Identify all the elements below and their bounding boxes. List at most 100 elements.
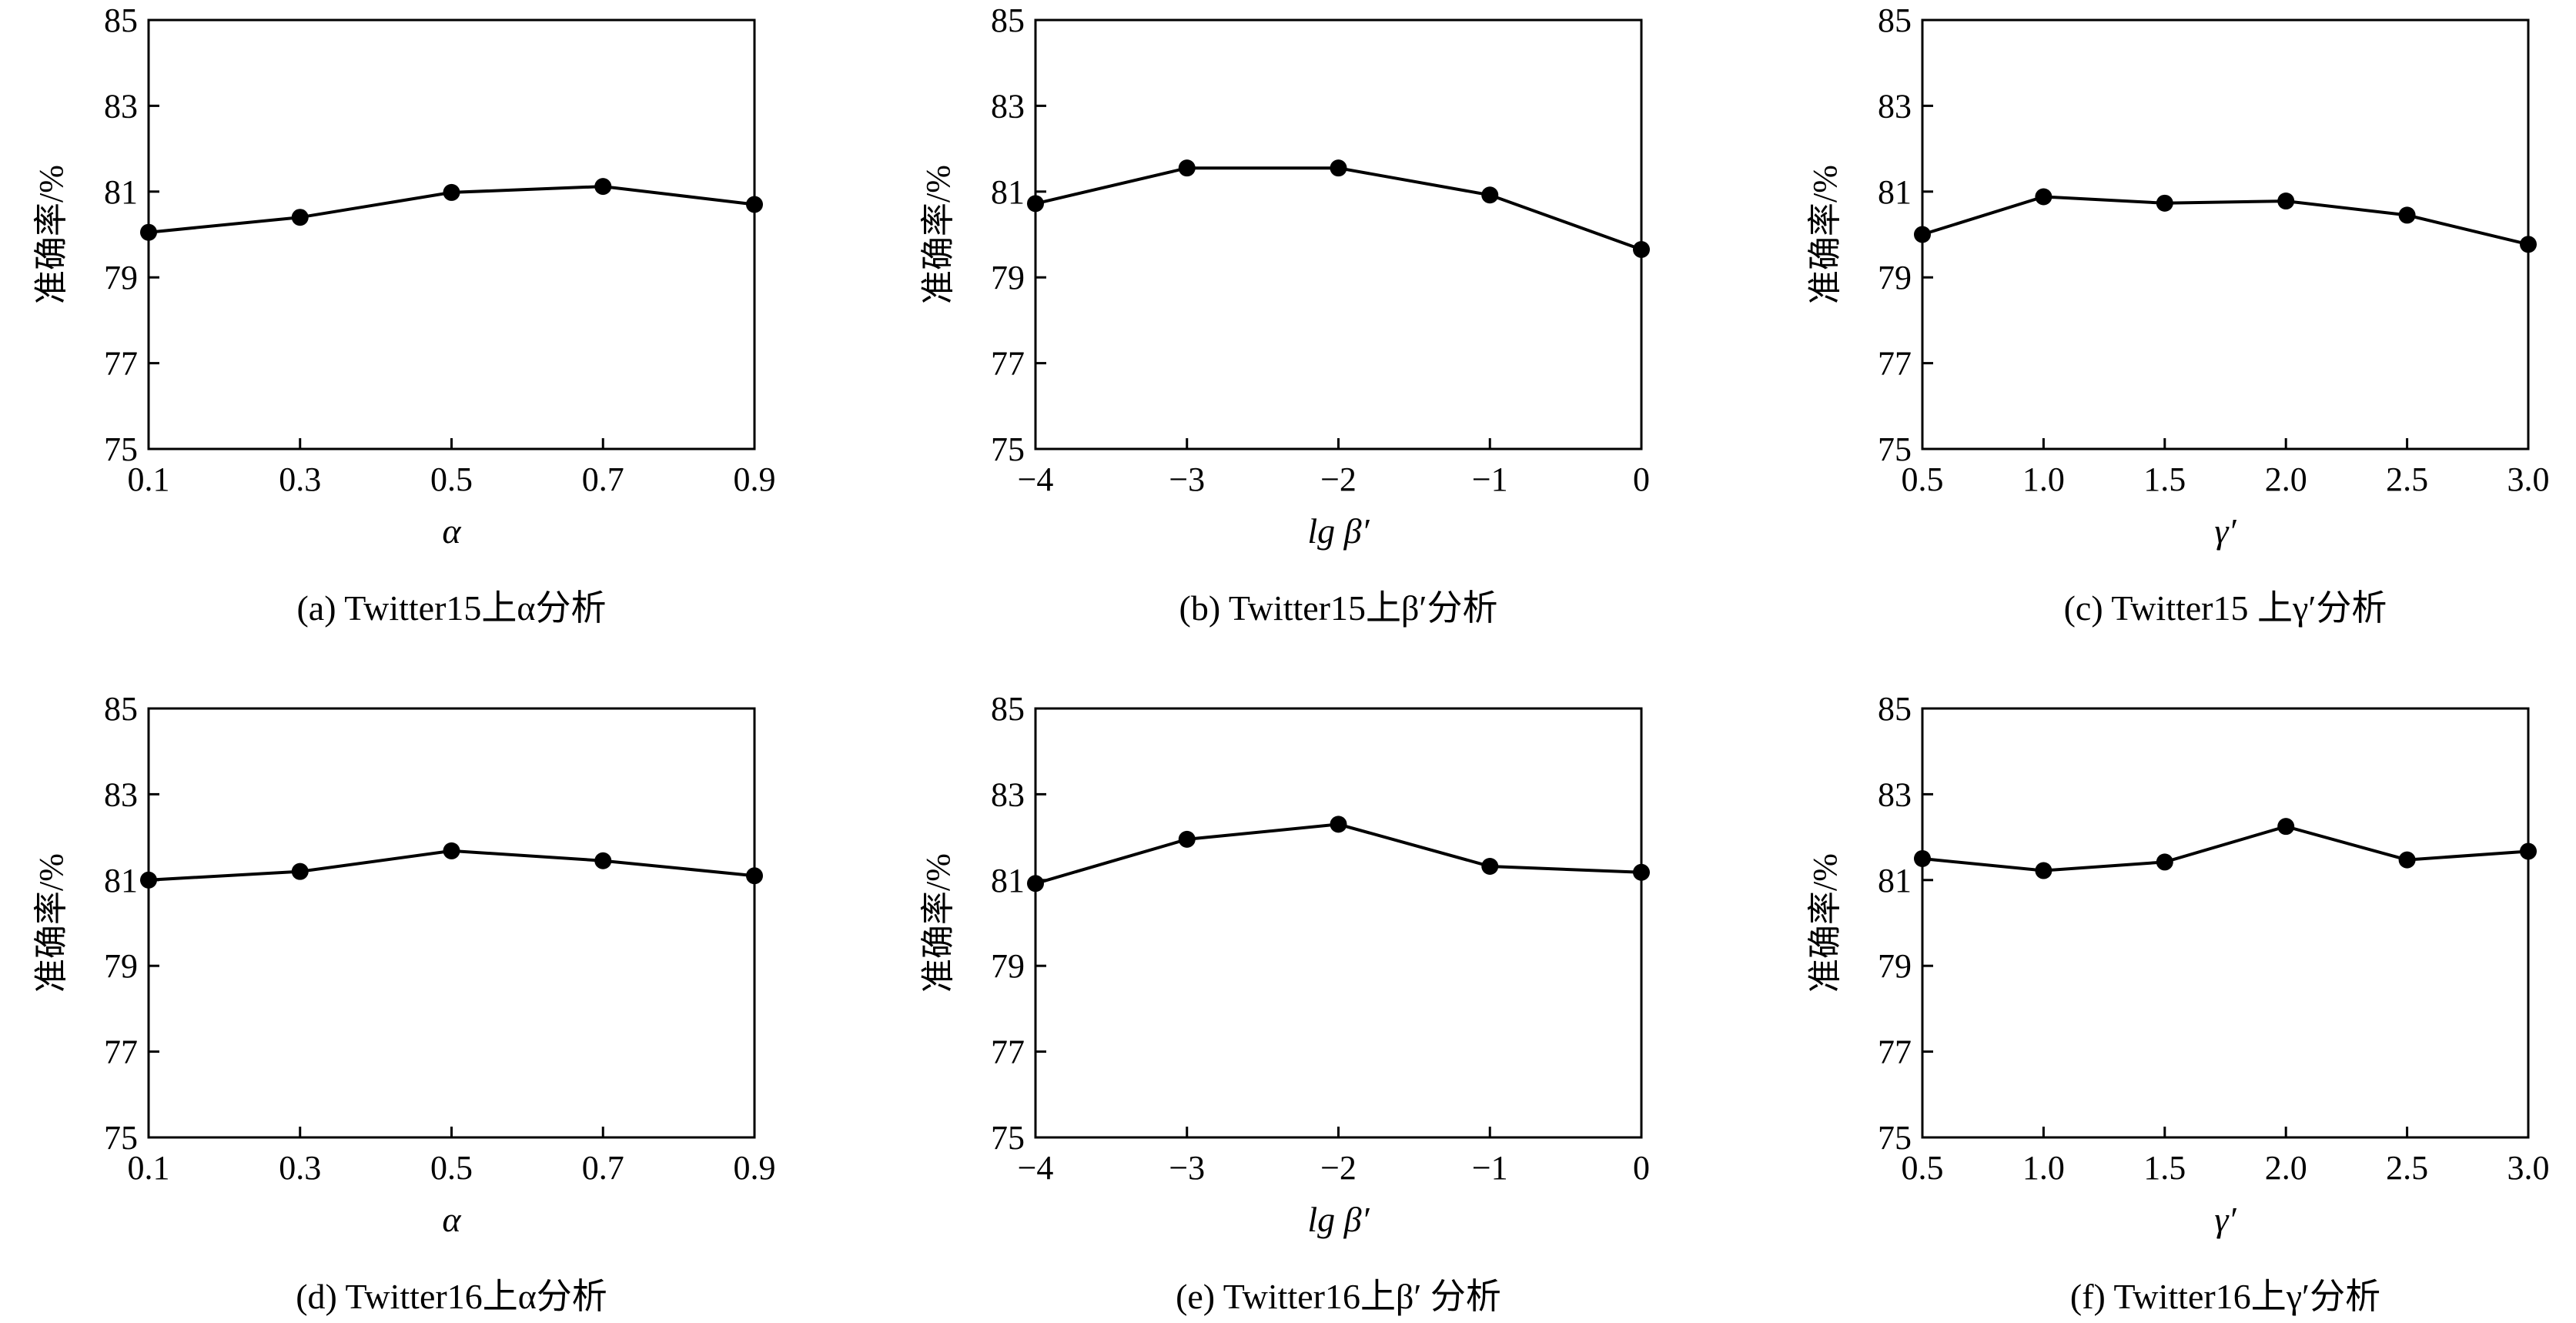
y-tick-label: 85 (104, 690, 138, 728)
y-tick-label: 75 (1878, 430, 1912, 468)
y-tick-label: 79 (991, 259, 1025, 296)
chart-caption: (b) Twitter15上β′分析 (1179, 588, 1498, 628)
x-tick-label: 2.0 (2265, 461, 2307, 498)
data-point (2035, 188, 2052, 206)
y-tick-label: 83 (104, 87, 138, 125)
y-tick-label: 81 (1878, 173, 1912, 211)
x-tick-label: 0.5 (1902, 461, 1944, 498)
y-tick-label: 79 (991, 947, 1025, 985)
x-tick-label: −2 (1320, 1149, 1357, 1187)
x-axis-label: α (442, 511, 461, 551)
x-tick-label: 0.7 (582, 1149, 624, 1187)
x-tick-label: −3 (1169, 461, 1205, 498)
y-tick-label: 79 (1878, 947, 1912, 985)
x-tick-label: 0 (1633, 461, 1650, 498)
chart-d: 75 77 79 81 83 85 0.1 0.3 0.5 0.7 0.9 准确率/% α (d) Twi… (32, 690, 776, 1316)
x-tick-label: 3.0 (2507, 1149, 2550, 1187)
y-tick-label: 81 (104, 862, 138, 899)
data-point (2277, 193, 2295, 210)
plot-frame (1034, 707, 1643, 1139)
plot-frame (147, 707, 756, 1139)
x-tick-label: 0.7 (582, 461, 624, 498)
x-tick-label: 0.1 (128, 1149, 170, 1187)
y-tick-label: 85 (1878, 690, 1912, 728)
x-tick-label: 1.5 (2143, 461, 2186, 498)
data-point (443, 842, 460, 859)
plot-frame (147, 18, 756, 450)
y-axis-label: 准确率/% (32, 853, 70, 993)
data-point (1178, 159, 1196, 177)
x-tick-label: 0.5 (1902, 1149, 1944, 1187)
y-axis-label: 准确率/% (919, 853, 957, 993)
data-point (2156, 853, 2173, 871)
x-tick-label: 1.0 (2022, 461, 2065, 498)
chart-caption: (e) Twitter16上β′ 分析 (1176, 1277, 1501, 1316)
y-tick-label: 83 (991, 775, 1025, 813)
chart-f: 75 77 79 81 83 85 0.5 1.0 1.5 2.0 2.5 3.0 准确率/% γ′ (f)… (1806, 690, 2550, 1316)
y-tick-label: 81 (1878, 862, 1912, 899)
chart-caption: (f) Twitter16上γ′分析 (2070, 1277, 2380, 1316)
series-line (1922, 825, 2529, 873)
y-axis-label: 准确率/% (919, 165, 957, 304)
y-tick-label: 77 (1878, 345, 1912, 383)
y-tick-label: 75 (1878, 1119, 1912, 1157)
data-point (2035, 862, 2052, 879)
y-tick-label: 75 (991, 1119, 1025, 1157)
x-tick-label: 0 (1633, 1149, 1650, 1187)
chart-caption: (c) Twitter15 上γ′分析 (2064, 588, 2387, 628)
x-tick-label: 2.0 (2265, 1149, 2307, 1187)
x-tick-label: −1 (1472, 1149, 1508, 1187)
x-tick-label: 0.5 (430, 461, 473, 498)
x-tick-label: −1 (1472, 461, 1508, 498)
x-axis-label: lg β′ (1307, 511, 1370, 551)
data-point (443, 183, 460, 201)
x-tick-label: 0.9 (734, 1149, 776, 1187)
y-tick-label: 75 (104, 1119, 138, 1157)
x-tick-label: 2.5 (2386, 1149, 2428, 1187)
chart-caption: (a) Twitter15上α分析 (296, 588, 606, 628)
series-line (1922, 195, 2529, 246)
y-tick-label: 81 (104, 173, 138, 211)
y-tick-label: 85 (991, 2, 1025, 39)
data-point (140, 871, 157, 889)
y-tick-label: 77 (991, 345, 1025, 383)
x-tick-label: 0.3 (279, 461, 321, 498)
x-axis-label: γ′ (2214, 511, 2236, 551)
data-point (1027, 875, 1044, 893)
data-point (1914, 226, 1931, 243)
y-tick-label: 75 (104, 430, 138, 468)
data-point (2277, 818, 2295, 836)
data-point (1481, 186, 1499, 204)
data-point (1633, 240, 1650, 258)
plot-frame (1921, 707, 2530, 1139)
data-point (140, 223, 157, 241)
data-point (2398, 206, 2416, 224)
data-point (2398, 851, 2416, 869)
data-point (1914, 849, 1931, 867)
x-axis-label: γ′ (2214, 1200, 2236, 1239)
y-tick-label: 85 (104, 2, 138, 39)
data-point (291, 209, 309, 226)
data-point (1481, 857, 1499, 875)
y-tick-label: 77 (104, 1033, 138, 1071)
y-tick-label: 77 (104, 345, 138, 383)
data-point (746, 196, 763, 213)
x-axis-label: lg β′ (1307, 1200, 1370, 1239)
data-point (1330, 159, 1347, 177)
x-tick-label: 1.5 (2143, 1149, 2186, 1187)
plot-frame (1034, 18, 1643, 450)
x-tick-label: −3 (1169, 1149, 1205, 1187)
x-tick-label: −4 (1018, 1149, 1054, 1187)
chart-b: 75 77 79 81 83 85 −4 −3 −2 −1 0 准确率/% lg β′ (b) Twitt… (919, 2, 1650, 628)
y-tick-label: 81 (991, 862, 1025, 899)
data-point (291, 862, 309, 880)
y-tick-label: 79 (104, 259, 138, 296)
data-point (1178, 830, 1196, 848)
y-tick-label: 81 (991, 173, 1025, 211)
series-line (1035, 822, 1642, 886)
y-tick-label: 85 (1878, 2, 1912, 39)
chart-caption: (d) Twitter16上α分析 (296, 1277, 607, 1316)
y-tick-label: 83 (991, 87, 1025, 125)
data-point (746, 867, 763, 885)
